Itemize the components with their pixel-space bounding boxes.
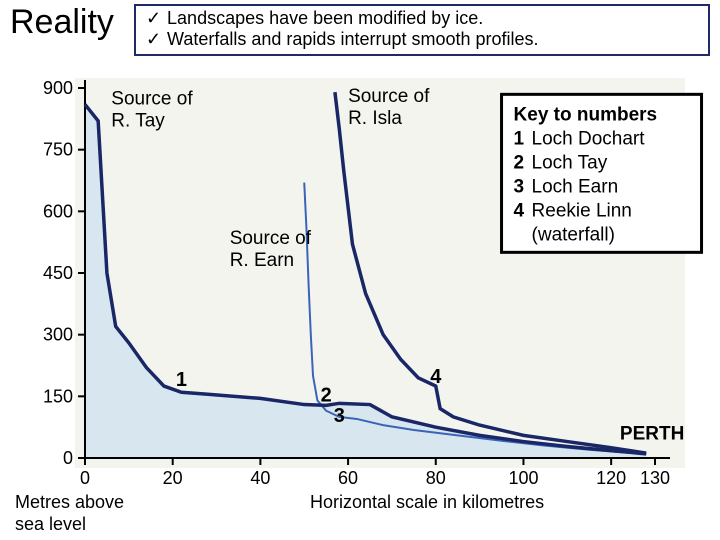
earn-label-2: R. Earn [230, 250, 294, 271]
x-tick-label: 100 [508, 468, 538, 488]
legend-item-num: 4 [514, 200, 525, 221]
marker-3: 3 [334, 405, 345, 427]
y-tick-label: 300 [43, 325, 73, 345]
x-tick-label: 60 [338, 468, 358, 488]
isla-label-2: R. Isla [348, 108, 402, 129]
river-profile-chart: 0 20 40 60 80 100 120 130 0 150 300 450 600 750 900 Sou… [0, 58, 720, 538]
y-tick-label: 750 [43, 140, 73, 160]
perth-label: PERTH [620, 424, 684, 445]
tay-label-1: Source of [111, 88, 193, 109]
y-axis-label-2: sea level [15, 514, 86, 534]
marker-2: 2 [321, 384, 332, 406]
check-icon: ✓ [146, 29, 161, 49]
x-tick-label: 0 [80, 468, 90, 488]
x-tick-label: 120 [596, 468, 626, 488]
legend-item-num: 1 [514, 128, 525, 149]
marker-4: 4 [430, 366, 442, 388]
bullet-1-text: Landscapes have been modified by ice. [167, 8, 483, 28]
legend-item-label: Reekie Linn [532, 200, 632, 221]
x-tick-label: 130 [640, 468, 670, 488]
bullet-1: ✓ Landscapes have been modified by ice. [146, 8, 698, 29]
y-tick-label: 900 [43, 78, 73, 98]
x-tick-label: 80 [426, 468, 446, 488]
legend-item-label: Loch Dochart [532, 128, 646, 149]
marker-1: 1 [176, 369, 187, 391]
legend-item-num: 3 [514, 176, 525, 197]
y-tick-label: 150 [43, 386, 73, 406]
bullet-2: ✓ Waterfalls and rapids interrupt smooth … [146, 29, 698, 50]
y-axis-label-1: Metres above [15, 492, 124, 512]
legend-item-label: Loch Tay [532, 152, 608, 173]
legend-item-num: 2 [514, 152, 525, 173]
page-title: Reality [10, 4, 114, 41]
bullet-2-text: Waterfalls and rapids interrupt smooth p… [167, 29, 539, 49]
earn-label-1: Source of [230, 228, 312, 249]
x-tick-label: 40 [250, 468, 270, 488]
bullet-box: ✓ Landscapes have been modified by ice. ✓… [134, 4, 710, 56]
y-tick-label: 600 [43, 201, 73, 221]
legend-item-label: (waterfall) [532, 224, 615, 245]
x-tick-label: 20 [163, 468, 183, 488]
isla-label-1: Source of [348, 86, 430, 107]
chart-svg: 0 20 40 60 80 100 120 130 0 150 300 450 600 750 900 Sou… [0, 58, 720, 538]
y-tick-label: 0 [63, 448, 73, 468]
x-axis-label: Horizontal scale in kilometres [310, 492, 544, 512]
legend-title: Key to numbers [514, 104, 658, 125]
tay-label-2: R. Tay [111, 110, 165, 131]
check-icon: ✓ [146, 8, 161, 28]
y-tick-label: 450 [43, 263, 73, 283]
header: Reality ✓ Landscapes have been modified b… [0, 0, 720, 56]
legend-item-label: Loch Earn [532, 176, 619, 197]
